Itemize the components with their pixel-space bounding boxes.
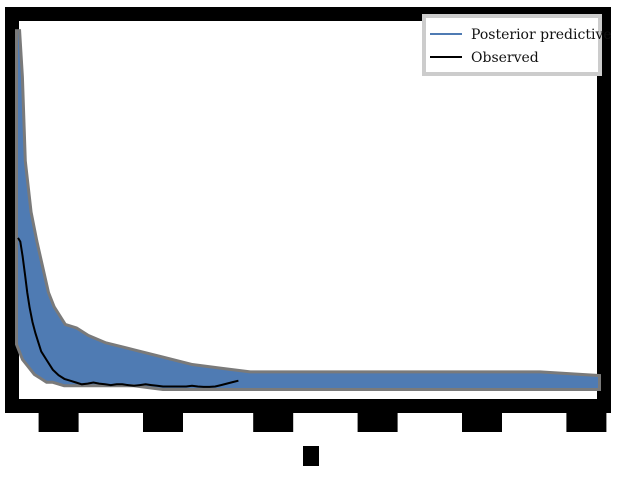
posterior-predictive-band-group [15, 29, 601, 391]
legend-label-posterior: Posterior predictive [471, 27, 612, 43]
x-tick-label-block-1 [143, 410, 183, 432]
observed-line-group [17, 237, 239, 388]
x-tick-label-block-4 [462, 410, 502, 432]
x-tick-label-block-2 [253, 410, 294, 432]
x-tick-label-block-5 [566, 410, 607, 432]
x-tick-group [38, 406, 607, 466]
posterior-predictive-band-fill [18, 29, 598, 389]
legend-label-observed: Observed [471, 50, 539, 66]
observed-line [17, 237, 239, 388]
legend: Posterior predictive Observed [422, 14, 612, 76]
plot-frame [5, 7, 611, 413]
legend-box [422, 14, 602, 76]
x-tick-label-block-3 [357, 410, 398, 432]
x-tick-label-block-0 [38, 410, 79, 432]
x-axis-label-block [303, 446, 319, 466]
